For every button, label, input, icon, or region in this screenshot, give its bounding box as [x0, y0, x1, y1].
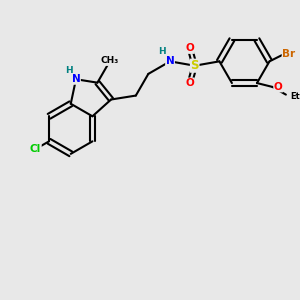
Text: S: S [190, 59, 199, 72]
Text: O: O [185, 78, 194, 88]
Text: CH₃: CH₃ [101, 56, 119, 65]
Text: N: N [166, 56, 174, 66]
Text: O: O [274, 82, 283, 92]
Text: Cl: Cl [30, 144, 41, 154]
Text: Br: Br [282, 49, 295, 58]
Text: H: H [158, 47, 166, 56]
Text: H: H [65, 66, 73, 75]
Text: N: N [72, 74, 80, 84]
Text: Et: Et [291, 92, 300, 101]
Text: O: O [185, 44, 194, 53]
